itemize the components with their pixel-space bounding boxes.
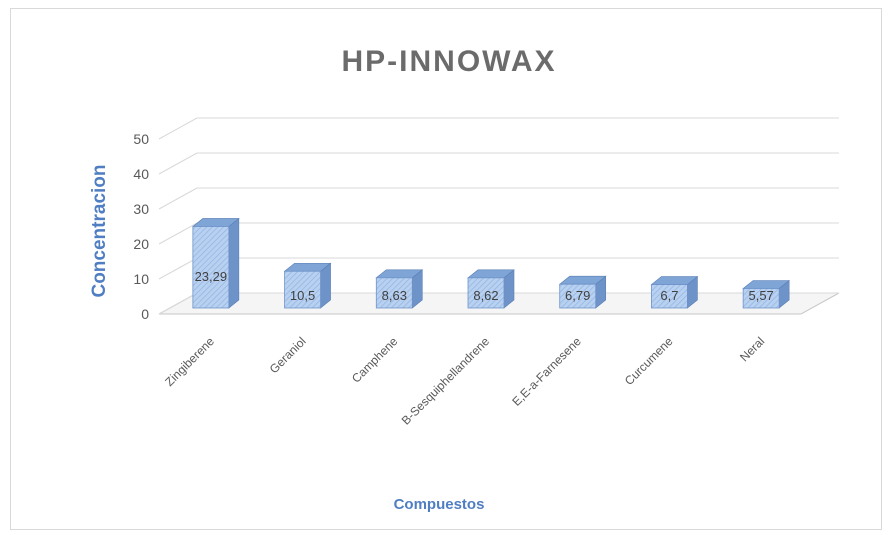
x-category-label: Zingiberene: [162, 334, 217, 389]
bar: [192, 217, 240, 309]
y-tick-label: 50: [133, 131, 149, 147]
data-label: 6,79: [565, 288, 590, 303]
y-axis-title: Concentracion: [89, 164, 110, 297]
bar: [650, 275, 699, 309]
chart-title: HP-INNOWAX: [342, 45, 557, 78]
bar-front: [651, 284, 688, 309]
x-category-label: B-Sesquiphellandrene: [399, 334, 493, 428]
bar-front: [559, 283, 597, 309]
gridline-side: [158, 152, 198, 175]
bar-side: [228, 217, 240, 309]
bars: 23,29 10,5 8,63 8,62 6,79 6,7 5,57: [192, 217, 790, 309]
x-category-label: Camphene: [349, 334, 401, 386]
x-category-label: Geraniol: [267, 334, 309, 376]
gridline-side: [158, 292, 198, 315]
bar: [283, 262, 332, 309]
x-category-label: Curcumene: [622, 334, 676, 388]
bar-front: [467, 277, 505, 309]
x-axis-title: Compuestos: [394, 496, 485, 513]
x-category-label: Neral: [737, 334, 767, 364]
data-label: 23,29: [195, 269, 228, 284]
bar: [558, 275, 607, 309]
data-label: 8,62: [473, 288, 498, 303]
bar-front: [192, 226, 230, 309]
y-axis-ticks: 0 10 20 30 40 50: [133, 131, 149, 322]
data-label: 6,7: [660, 288, 678, 303]
data-label: 8,63: [382, 288, 407, 303]
y-tick-label: 10: [133, 271, 149, 287]
bar: [375, 269, 424, 309]
bar: [742, 279, 790, 309]
bar-front: [742, 288, 780, 309]
gridline-side: [158, 257, 198, 280]
x-axis-categories: Zingiberene Geraniol CampheneB-Sesquiphell…: [162, 334, 767, 428]
x-category-label: E,E-a-Farnesene: [509, 334, 584, 409]
chart-svg: HP-INNOWAX 0 10 20 30 40 50 23,29 10,5 8,63 8,62…: [89, 45, 840, 513]
data-label: 5,57: [748, 288, 773, 303]
gridline-side: [158, 187, 198, 210]
y-tick-label: 40: [133, 166, 149, 182]
gridline-side: [158, 222, 198, 245]
gridline-side: [158, 117, 198, 140]
y-tick-label: 0: [141, 306, 149, 322]
bar: [467, 269, 515, 309]
data-label: 10,5: [290, 288, 315, 303]
y-tick-label: 30: [133, 201, 149, 217]
chart-frame: HP-INNOWAX 0 10 20 30 40 50 23,29 10,5 8,63 8,62…: [10, 8, 882, 530]
bar-front: [284, 270, 321, 309]
bar-front: [375, 277, 413, 309]
y-tick-label: 20: [133, 236, 149, 252]
